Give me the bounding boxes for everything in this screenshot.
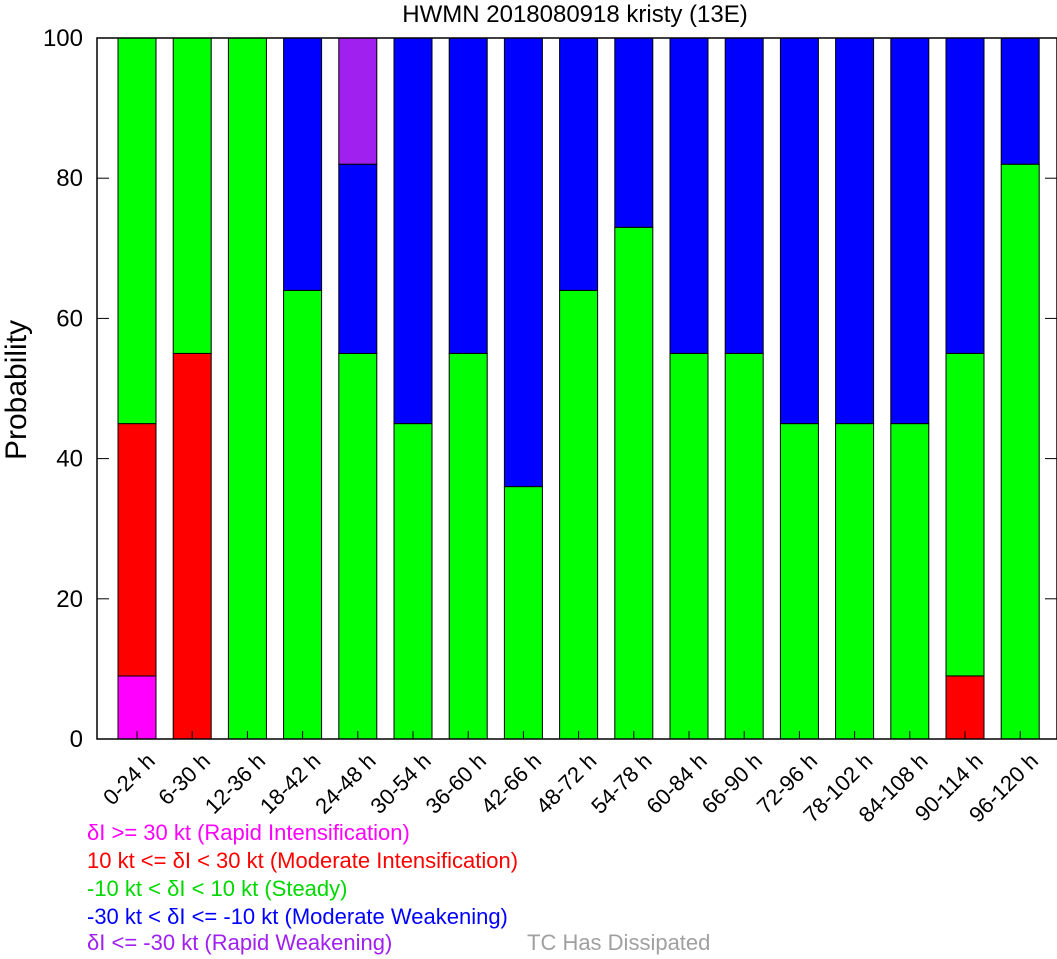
y-tick-label: 80 bbox=[56, 165, 83, 192]
bar-segment bbox=[227, 37, 267, 740]
y-tick-label: 0 bbox=[70, 726, 83, 753]
bar-segment bbox=[559, 37, 599, 291]
bar-segment bbox=[393, 37, 433, 425]
x-tick-label: 66-90 h bbox=[697, 748, 767, 818]
x-tick-label: 60-84 h bbox=[641, 748, 711, 818]
x-tick-label: 36-60 h bbox=[421, 748, 491, 818]
bar-segment bbox=[1000, 163, 1040, 740]
bar-segment bbox=[779, 37, 819, 425]
bar-segment bbox=[117, 423, 157, 677]
bar-segment bbox=[172, 352, 212, 740]
bar-segment bbox=[117, 675, 157, 740]
bar-segment bbox=[283, 37, 323, 291]
bar-segment bbox=[614, 37, 654, 228]
bar-segment bbox=[945, 352, 985, 677]
x-tick-label: 54-78 h bbox=[586, 748, 656, 818]
x-tick-label: 42-66 h bbox=[476, 748, 546, 818]
x-tick-label: 18-42 h bbox=[255, 748, 325, 818]
bar-segment bbox=[338, 163, 378, 354]
y-tick-label: 40 bbox=[56, 446, 83, 473]
x-tick-label: 48-72 h bbox=[531, 748, 601, 818]
y-tick-label: 60 bbox=[56, 305, 83, 332]
bar-segment bbox=[338, 37, 378, 165]
y-tick-label: 100 bbox=[43, 25, 83, 52]
bars-group bbox=[117, 37, 1040, 740]
bar-segment bbox=[503, 486, 543, 740]
legend-moderate-intensification: 10 kt <= δI < 30 kt (Moderate Intensific… bbox=[87, 848, 519, 873]
bar-segment bbox=[669, 37, 709, 354]
bar-segment bbox=[172, 37, 212, 354]
bar-segment bbox=[835, 37, 875, 425]
y-tick-label: 20 bbox=[56, 586, 83, 613]
bar-segment bbox=[669, 352, 709, 740]
bar-segment bbox=[945, 37, 985, 354]
bar-segment bbox=[835, 423, 875, 740]
bar-segment bbox=[117, 37, 157, 425]
legend-moderate-weakening: -30 kt < δI <= -10 kt (Moderate Weakenin… bbox=[87, 904, 508, 929]
bar-segment bbox=[945, 675, 985, 740]
bar-segment bbox=[393, 423, 433, 740]
legend-rapid-intensification: δI >= 30 kt (Rapid Intensification) bbox=[87, 820, 410, 845]
bar-segment bbox=[890, 423, 930, 740]
legend-steady: -10 kt < δI < 10 kt (Steady) bbox=[87, 876, 348, 901]
bar-segment bbox=[890, 37, 930, 425]
bar-segment bbox=[338, 352, 378, 740]
bar-segment bbox=[448, 37, 488, 354]
bar-segment bbox=[283, 289, 323, 740]
y-axis-label: Probability bbox=[0, 320, 33, 460]
bar-segment bbox=[724, 352, 764, 740]
bar-segment bbox=[724, 37, 764, 354]
x-tick-label: 0-24 h bbox=[98, 748, 160, 810]
bar-segment bbox=[503, 37, 543, 488]
chart-title: HWMN 2018080918 kristy (13E) bbox=[402, 1, 747, 28]
plot-frame bbox=[96, 37, 1057, 740]
legend-dissipated: TC Has Dissipated bbox=[527, 930, 711, 955]
x-tick-label: 12-36 h bbox=[200, 748, 270, 818]
bar-segment bbox=[614, 226, 654, 740]
bar-segment bbox=[1000, 37, 1040, 165]
x-tick-label: 30-54 h bbox=[365, 748, 435, 818]
bar-segment bbox=[448, 352, 488, 740]
legend-rapid-weakening: δI <= -30 kt (Rapid Weakening) bbox=[87, 930, 393, 955]
bar-segment bbox=[559, 289, 599, 740]
bar-segment bbox=[779, 423, 819, 740]
x-tick-label: 24-48 h bbox=[310, 748, 380, 818]
